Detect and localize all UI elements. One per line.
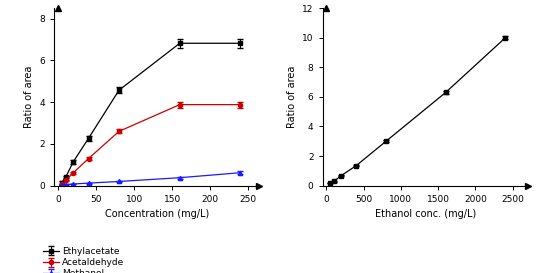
- Legend: Ethylacetate, Acetaldehyde, Methanol: Ethylacetate, Acetaldehyde, Methanol: [42, 247, 125, 273]
- X-axis label: Ethanol conc. (mg/L): Ethanol conc. (mg/L): [374, 209, 476, 219]
- Y-axis label: Ratio of area: Ratio of area: [24, 66, 34, 128]
- X-axis label: Concentration (mg/L): Concentration (mg/L): [105, 209, 209, 219]
- Y-axis label: Ratio of area: Ratio of area: [287, 66, 296, 128]
